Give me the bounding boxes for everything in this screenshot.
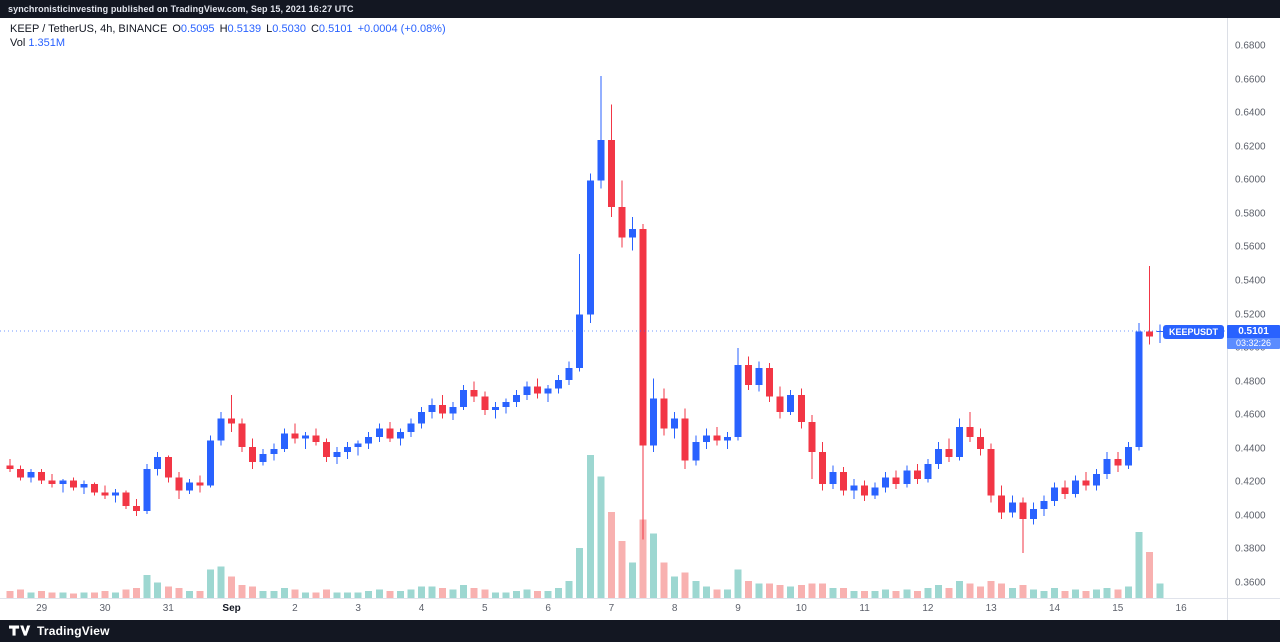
low-value: 0.5030	[272, 23, 306, 35]
time-axis-label: 6	[545, 603, 551, 614]
price-axis-label: 0.5200	[1235, 309, 1266, 320]
chart-canvas[interactable]	[0, 18, 1280, 620]
price-axis-label: 0.5800	[1235, 208, 1266, 220]
footer-bar: TradingView	[0, 620, 1280, 642]
time-axis-label: 31	[162, 603, 174, 614]
time-axis-label: 16	[1175, 603, 1187, 614]
time-axis-label: 8	[671, 603, 678, 614]
time-axis-label: 7	[608, 603, 615, 614]
time-axis-label: Sep	[222, 603, 241, 614]
open-value: 0.5095	[180, 23, 215, 35]
chart-area: KEEP / TetherUS, 4h, BINANCE O0.5095 H0.51…	[0, 18, 1280, 620]
last-price-value: 0.5101	[1227, 325, 1280, 339]
symbol-pill: KEEPUSDT	[1162, 325, 1224, 340]
volume-value: 1.351M	[28, 37, 66, 49]
tradingview-logo-icon[interactable]	[9, 625, 31, 637]
time-axis-label: 13	[985, 603, 997, 614]
price-axis-label: 0.4400	[1235, 443, 1266, 455]
price-axis-label: 0.6400	[1235, 107, 1266, 119]
open-label: O	[172, 23, 181, 35]
low-label: L	[266, 23, 273, 35]
time-axis-label: 11	[859, 603, 870, 614]
price-axis-label: 0.6000	[1235, 174, 1266, 186]
price-axis-label: 0.4600	[1235, 409, 1266, 421]
close-value: 0.5101	[318, 23, 353, 35]
time-axis-label: 3	[355, 603, 361, 614]
publication-text: synchronisticinvesting published on Trad…	[8, 4, 354, 14]
price-axis-label: 0.4200	[1235, 476, 1266, 488]
price-axis-label: 0.6600	[1235, 74, 1266, 86]
change-value: +0.0004 (+0.08%)	[357, 23, 446, 35]
time-axis-label: 4	[418, 603, 425, 614]
time-axis-label: 5	[482, 603, 488, 614]
time-axis-label: 12	[922, 603, 934, 614]
last-price-label: KEEPUSDT 0.5101 03:32:26	[1162, 325, 1280, 350]
volume-label: Vol	[10, 37, 26, 49]
time-axis-label: 2	[292, 603, 298, 614]
price-axis-label: 0.5400	[1235, 275, 1266, 287]
price-axis-label: 0.4800	[1235, 376, 1266, 388]
high-label: H	[219, 23, 228, 35]
time-axis-label: 29	[36, 603, 48, 614]
price-axis-label: 0.3600	[1235, 577, 1266, 589]
price-axis-label: 0.3800	[1235, 543, 1266, 555]
bar-countdown: 03:32:26	[1227, 338, 1280, 350]
time-axis-label: 9	[735, 603, 741, 614]
price-box: 0.5101 03:32:26	[1227, 325, 1280, 350]
time-axis-label: 14	[1048, 603, 1061, 614]
time-axis-label: 30	[99, 603, 111, 614]
time-axis-label: 15	[1112, 603, 1124, 614]
price-axis-label: 0.4000	[1235, 510, 1266, 522]
time-axis[interactable]: 29 30 31 Sep 2 3 4 5 6 7 8 9 10 11 12 13 14 15 16	[0, 599, 1227, 620]
publication-topbar: synchronisticinvesting published on Trad…	[0, 0, 1280, 18]
price-axis-label: 0.6800	[1235, 40, 1266, 52]
close-label: C	[310, 23, 319, 35]
time-axis-label: 10	[795, 603, 807, 614]
chart-legend: KEEP / TetherUS, 4h, BINANCE O0.5095 H0.51…	[10, 23, 446, 50]
symbol-title[interactable]: KEEP / TetherUS, 4h, BINANCE	[10, 23, 168, 35]
price-axis-label: 0.5600	[1235, 241, 1266, 253]
high-value: 0.5139	[227, 23, 262, 35]
price-axis-label: 0.6200	[1235, 141, 1266, 153]
price-axis[interactable]: 0.6800 0.6600 0.6400 0.6200 0.6000 0.5800 0.56…	[1227, 18, 1280, 620]
brand-text[interactable]: TradingView	[37, 624, 110, 638]
